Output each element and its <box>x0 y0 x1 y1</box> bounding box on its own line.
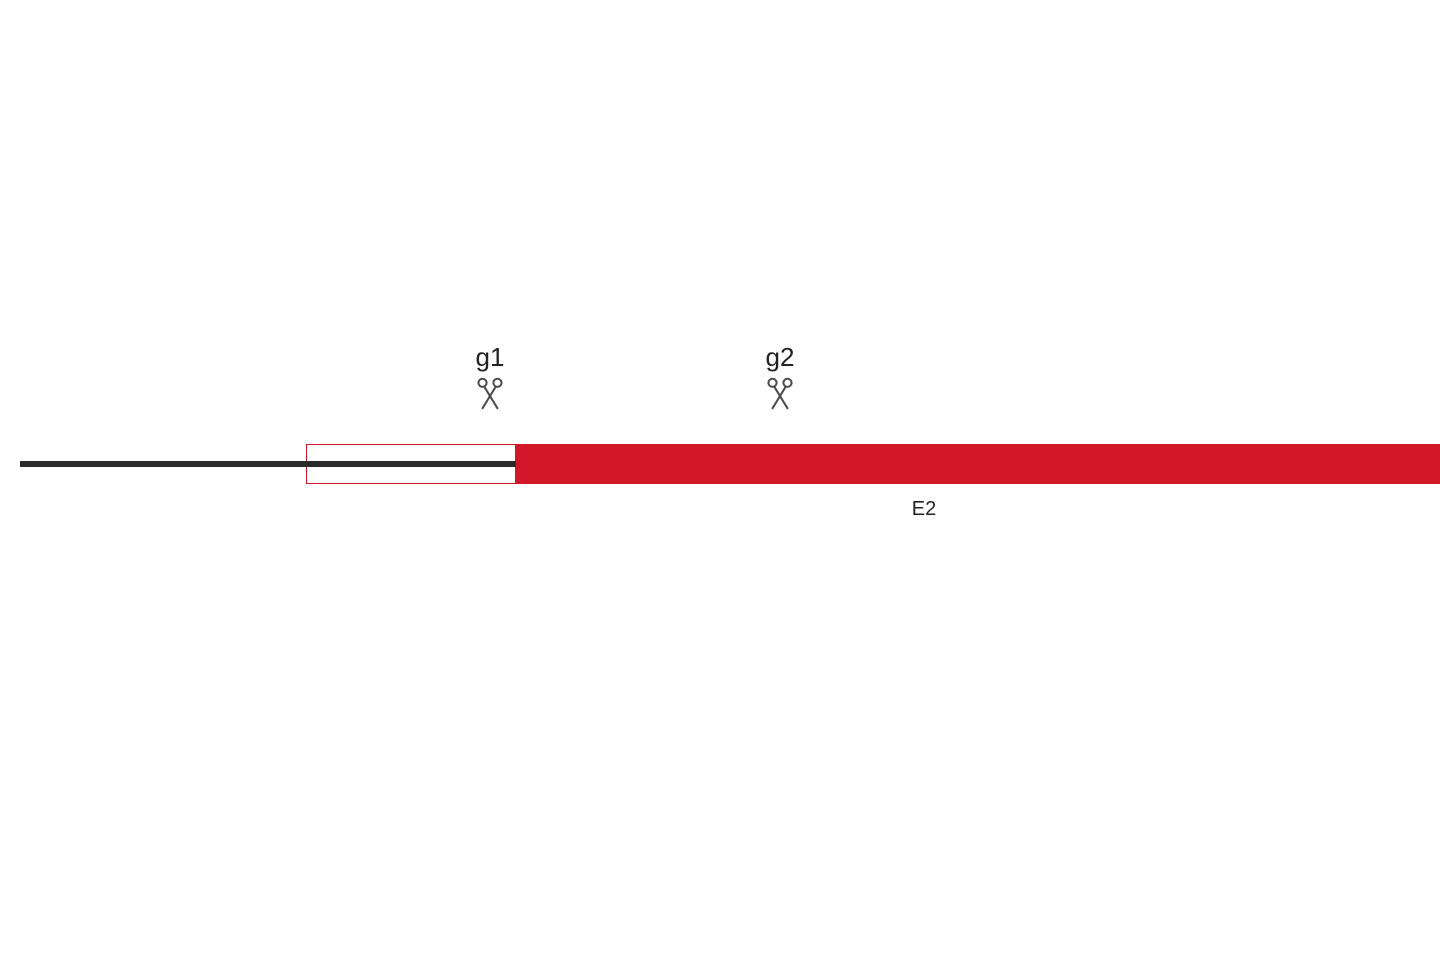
exon-box <box>516 444 1440 484</box>
exon-label: E2 <box>912 498 936 521</box>
scissors-icon <box>473 376 507 410</box>
cut-site-label-g1: g1 <box>476 342 505 373</box>
scissors-icon <box>763 376 797 410</box>
intron-line-inside-utr <box>306 461 516 467</box>
cut-site-label-g2: g2 <box>766 342 795 373</box>
